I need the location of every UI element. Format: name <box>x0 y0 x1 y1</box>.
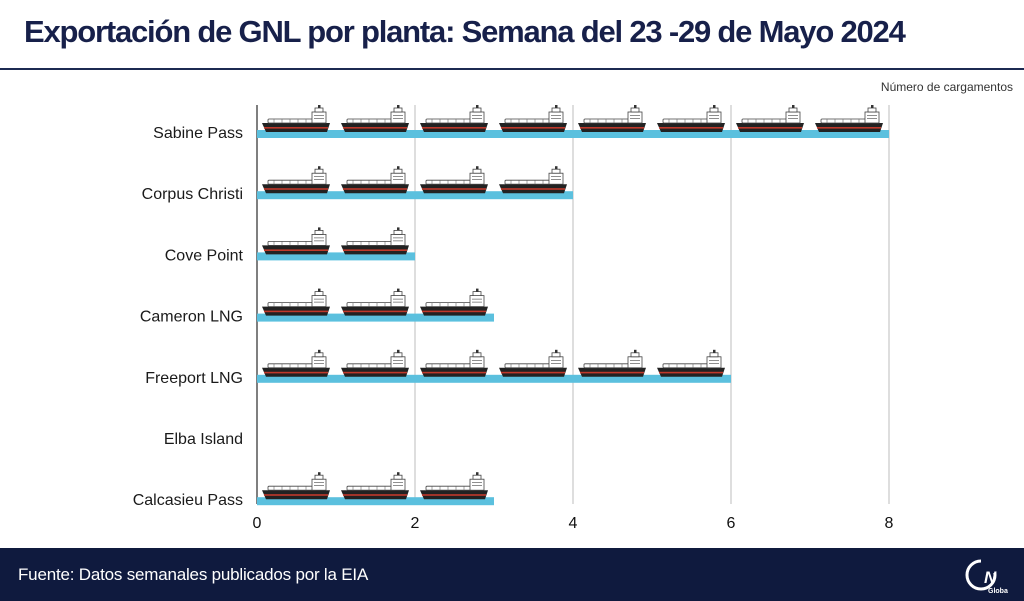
lng-tanker-ship-icon <box>498 349 568 378</box>
lng-tanker-ship-icon <box>261 288 331 317</box>
title-divider <box>0 68 1024 70</box>
lng-tanker-ship-icon <box>261 165 331 194</box>
lng-tanker-ship-icon <box>498 165 568 194</box>
svg-text:Global: Global <box>988 588 1008 595</box>
lng-tanker-ship-icon <box>498 104 568 133</box>
footer-bar: Fuente: Datos semanales publicados por l… <box>0 548 1024 601</box>
lng-tanker-ship-icon <box>261 104 331 133</box>
lng-tanker-ship-icon <box>340 349 410 378</box>
lng-tanker-ship-icon <box>656 104 726 133</box>
source-note: Fuente: Datos semanales publicados por l… <box>18 565 369 584</box>
x-axis-label: Número de cargamentos <box>881 80 1013 94</box>
bar <box>257 313 494 322</box>
bar <box>257 497 494 506</box>
lng-tanker-ship-icon <box>577 349 647 378</box>
x-tick-label: 4 <box>569 515 578 532</box>
page-title: Exportación de GNL por planta: Semana de… <box>24 14 906 49</box>
x-tick-label: 0 <box>253 515 262 532</box>
lng-tanker-ship-icon <box>261 471 331 500</box>
lng-tanker-ship-icon <box>340 104 410 133</box>
bar <box>257 130 889 138</box>
x-tick-label: 8 <box>885 515 894 532</box>
category-label: Calcasieu Pass <box>133 492 243 509</box>
category-label: Cove Point <box>165 247 244 264</box>
lng-tanker-ship-icon <box>656 349 726 378</box>
x-tick-label: 2 <box>411 515 420 532</box>
bar <box>257 252 415 261</box>
category-label: Corpus Christi <box>142 186 243 203</box>
bar <box>257 191 573 200</box>
x-tick-label: 6 <box>727 515 736 532</box>
category-label: Freeport LNG <box>145 370 243 387</box>
lng-tanker-ship-icon <box>261 349 331 378</box>
svg-text:N: N <box>984 568 997 587</box>
lng-tanker-ship-icon <box>419 471 489 500</box>
lng-tanker-ship-icon <box>340 226 410 255</box>
gnl-global-logo: N Global <box>965 559 1008 595</box>
lng-tanker-ship-icon <box>419 349 489 378</box>
lng-tanker-ship-icon <box>340 288 410 317</box>
lng-tanker-ship-icon <box>419 104 489 133</box>
bar-chart: 0 2 4 6 8 Sabine Pass Corpus Christi Cove Point… <box>133 80 1013 532</box>
category-label: Cameron LNG <box>140 309 243 326</box>
lng-tanker-ship-icon <box>261 226 331 255</box>
lng-tanker-ship-icon <box>340 165 410 194</box>
lng-tanker-ship-icon <box>419 288 489 317</box>
lng-tanker-ship-icon <box>419 165 489 194</box>
lng-tanker-ship-icon <box>735 104 805 133</box>
category-label: Elba Island <box>164 431 243 448</box>
bar <box>257 374 731 383</box>
lng-tanker-ship-icon <box>814 104 884 133</box>
lng-tanker-ship-icon <box>577 104 647 133</box>
lng-tanker-ship-icon <box>340 471 410 500</box>
category-label: Sabine Pass <box>153 125 243 142</box>
